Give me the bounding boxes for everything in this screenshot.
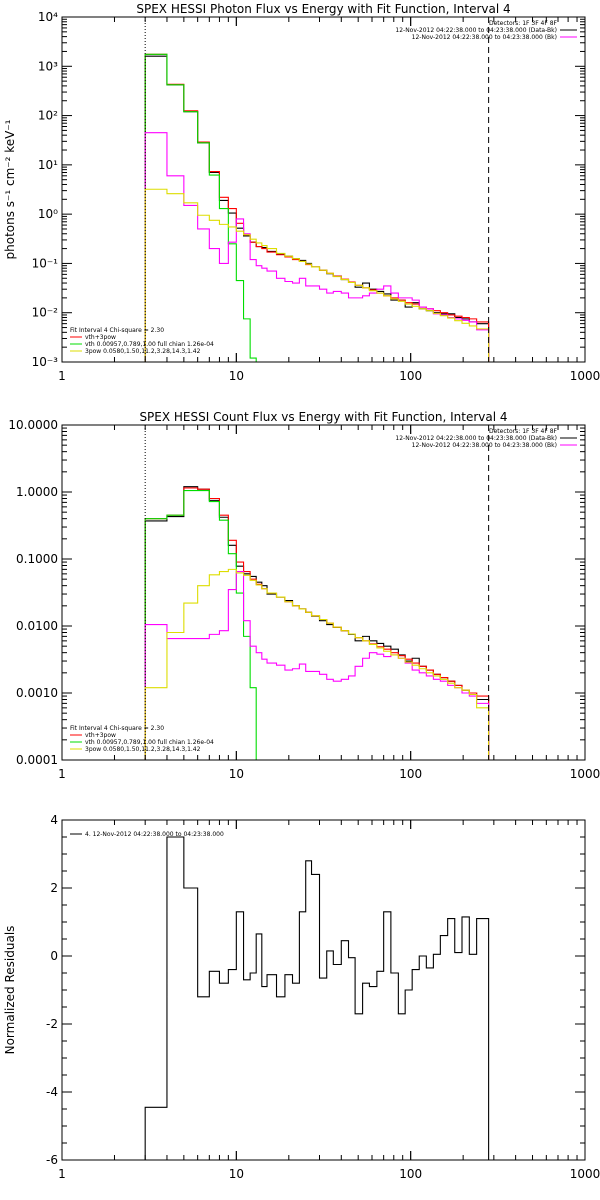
plot-frame <box>61 424 586 761</box>
series-group <box>144 486 490 760</box>
y-tick-label: 1.0000 <box>16 485 58 499</box>
x-tick-label: 1000 <box>570 1167 600 1181</box>
x-tick-label: 1000 <box>570 369 600 383</box>
y-tick-label: 0.0100 <box>16 619 58 633</box>
plot-frame <box>61 819 586 1161</box>
y-tick-label: 2 <box>50 881 58 895</box>
legend-bottom-left: Fit Interval 4 Chi-square = 2.30vth+3pow… <box>70 725 214 753</box>
y-ticks: 10⁻³ 10⁻² 10⁻¹ 10⁰ 10¹ 10² 10³ 10⁴ <box>32 10 585 369</box>
y-tick-label: 10¹ <box>38 158 58 172</box>
series-line-3 <box>144 53 263 362</box>
y-tick-label: 10⁴ <box>38 10 58 24</box>
legend-item: 3pow 0.0580,1.50,11.2,3.28,14.3,1.42 <box>85 746 201 753</box>
panel-1: SPEX HESSI Photon Flux vs Energy with Fi… <box>3 2 600 383</box>
series-line-2 <box>144 53 490 362</box>
y-tick-label: 4 <box>50 813 58 827</box>
y-tick-label: 10⁻³ <box>32 355 59 369</box>
y-tick-label: 10³ <box>38 59 58 73</box>
legend-item: vth 0.00957,0.789,1.00 full chian 1.26e-… <box>85 739 214 746</box>
y-tick-label: -6 <box>46 1153 58 1167</box>
legend-item: 3pow 0.0580,1.50,11.2,3.28,14.3,1.42 <box>85 348 201 355</box>
series-line-1 <box>144 55 490 362</box>
x-tick-label: 100 <box>399 369 422 383</box>
legend-top-right-text: 12-Nov-2012 04:22:38.000 to 04:23:38.000… <box>395 435 557 442</box>
series-line-1 <box>144 836 490 1160</box>
series-group <box>144 836 490 1160</box>
x-ticks: 1 10 100 1000 <box>58 820 600 1181</box>
y-tick-label: 10⁻² <box>32 306 59 320</box>
legend-top-right-text: 12-Nov-2012 04:22:38.000 to 04:23:38.000… <box>412 442 557 449</box>
panel-3: Normalized Residuals 1 10 100 1000 -6 -4 -2 0 2 4 4… <box>3 813 600 1181</box>
y-axis-label: Normalized Residuals <box>3 926 17 1055</box>
legend-item: vth+3pow <box>85 334 116 341</box>
y-tick-label: -4 <box>46 1085 58 1099</box>
y-tick-label: 0 <box>50 949 58 963</box>
x-tick-label: 10 <box>229 369 244 383</box>
chart-title: SPEX HESSI Photon Flux vs Energy with Fi… <box>136 2 510 16</box>
y-tick-label: -2 <box>46 1017 58 1031</box>
series-line-3 <box>144 490 262 760</box>
x-tick-label: 10 <box>229 1167 244 1181</box>
legend-top-right-text: Detectors: 1F 3F 4F 8F <box>489 428 558 435</box>
legend-text: 4. 12-Nov-2012 04:22:38.000 to 04:23:38.… <box>85 831 224 838</box>
series-line-4 <box>144 132 490 362</box>
series-line-5 <box>144 568 490 760</box>
y-tick-label: 10² <box>38 109 58 123</box>
chart-title: SPEX HESSI Count Flux vs Energy with Fit… <box>139 410 507 424</box>
x-tick-label: 1 <box>58 1167 66 1181</box>
series-line-2 <box>144 487 490 760</box>
legend-header: Fit Interval 4 Chi-square = 2.30 <box>70 327 164 334</box>
legend-top-left: 4. 12-Nov-2012 04:22:38.000 to 04:23:38.… <box>70 831 224 838</box>
x-ticks: 1 10 100 1000 <box>58 17 600 383</box>
legend-bottom-left: Fit Interval 4 Chi-square = 2.30vth+3pow… <box>70 327 214 355</box>
y-tick-label: 10⁻¹ <box>32 256 59 270</box>
x-tick-label: 1 <box>58 369 66 383</box>
y-tick-label: 0.0001 <box>16 753 58 767</box>
series-group <box>144 53 490 362</box>
y-axis-label: photons s⁻¹ cm⁻² keV⁻¹ <box>3 119 17 259</box>
legend-top-right-text: Detectors: 1F 3F 4F 8F <box>489 20 558 27</box>
y-tick-label: 0.0010 <box>16 686 58 700</box>
y-ticks: -6 -4 -2 0 2 4 <box>46 813 585 1167</box>
x-tick-label: 1000 <box>570 767 600 781</box>
x-tick-label: 100 <box>399 767 422 781</box>
x-ticks: 1 10 100 1000 <box>58 425 600 781</box>
y-tick-label: 10⁰ <box>38 207 58 221</box>
y-tick-label: 0.1000 <box>16 552 58 566</box>
series-line-4 <box>144 570 490 760</box>
legend-item: vth 0.00957,0.789,1.00 full chian 1.26e-… <box>85 341 214 348</box>
series-line-1 <box>144 486 490 760</box>
panel-2: SPEX HESSI Count Flux vs Energy with Fit… <box>8 410 600 781</box>
legend-header: Fit Interval 4 Chi-square = 2.30 <box>70 725 164 732</box>
x-tick-label: 10 <box>229 767 244 781</box>
plot-frame <box>61 16 586 363</box>
y-ticks: 0.0001 0.0010 0.0100 0.1000 1.0000 10.0000 <box>8 418 585 767</box>
y-tick-label: 10.0000 <box>8 418 58 432</box>
legend-top-right-text: 12-Nov-2012 04:22:38.000 to 04:23:38.000… <box>412 34 557 41</box>
x-tick-label: 1 <box>58 767 66 781</box>
legend-top-right-text: 12-Nov-2012 04:22:38.000 to 04:23:38.000… <box>395 27 557 34</box>
x-tick-label: 100 <box>399 1167 422 1181</box>
series-line-5 <box>144 188 490 362</box>
legend-item: vth+3pow <box>85 732 116 739</box>
